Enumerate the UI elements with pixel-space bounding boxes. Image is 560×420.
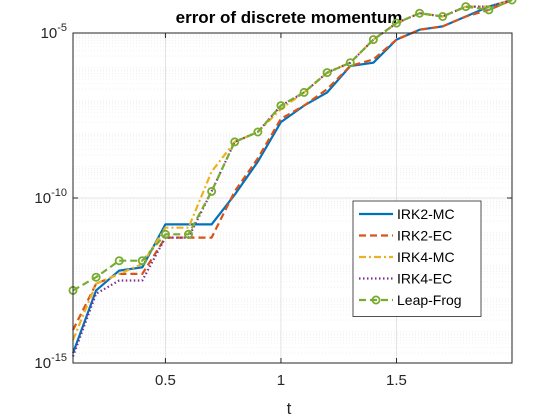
legend-marker (371, 295, 381, 305)
data-point-leap-frog (507, 0, 517, 5)
data-point-leap-frog (184, 229, 194, 239)
data-point-leap-frog (345, 58, 355, 68)
legend-label: Leap-Frog (397, 292, 462, 308)
data-point-leap-frog (322, 68, 332, 78)
data-point-leap-frog (91, 272, 101, 282)
y-tick-label: 10-15 (34, 352, 67, 372)
tick-layer: 0.5 1 1.5 10-15 10-10 10-5 (34, 22, 512, 389)
data-point-leap-frog (207, 186, 217, 196)
series-layer (68, 0, 517, 357)
data-point-leap-frog (461, 2, 471, 12)
y-tick-label: 10-10 (34, 187, 67, 207)
x-tick-label: 0.5 (155, 372, 176, 389)
legend-label: IRK2-EC (397, 228, 452, 244)
chart-title: error of discrete momentum (176, 8, 403, 27)
data-point-leap-frog (391, 18, 401, 28)
legend-label: IRK4-EC (397, 271, 452, 287)
x-tick-label: 1.5 (386, 372, 407, 389)
data-point-leap-frog (276, 101, 286, 111)
legend: IRK2-MC IRK2-EC IRK4-MC IRK4-EC Leap-Frog (352, 200, 482, 317)
x-tick-label: 1 (277, 372, 285, 389)
x-axis-label: t (287, 399, 292, 418)
data-point-leap-frog (114, 256, 124, 266)
y-tick-label: 10-5 (41, 22, 67, 42)
grid (73, 33, 512, 363)
data-point-leap-frog (160, 229, 170, 239)
data-point-leap-frog (230, 137, 240, 147)
series-line-irk4-mc (71, 0, 513, 341)
data-point-leap-frog (438, 11, 448, 21)
data-point-leap-frog (253, 127, 263, 137)
data-point-leap-frog (484, 5, 494, 15)
data-point-leap-frog (368, 35, 378, 45)
data-point-leap-frog (137, 256, 147, 266)
data-point-leap-frog (299, 87, 309, 97)
data-point-leap-frog (415, 8, 425, 18)
legend-label: IRK2-MC (397, 206, 455, 222)
legend-label: IRK4-MC (397, 249, 455, 265)
